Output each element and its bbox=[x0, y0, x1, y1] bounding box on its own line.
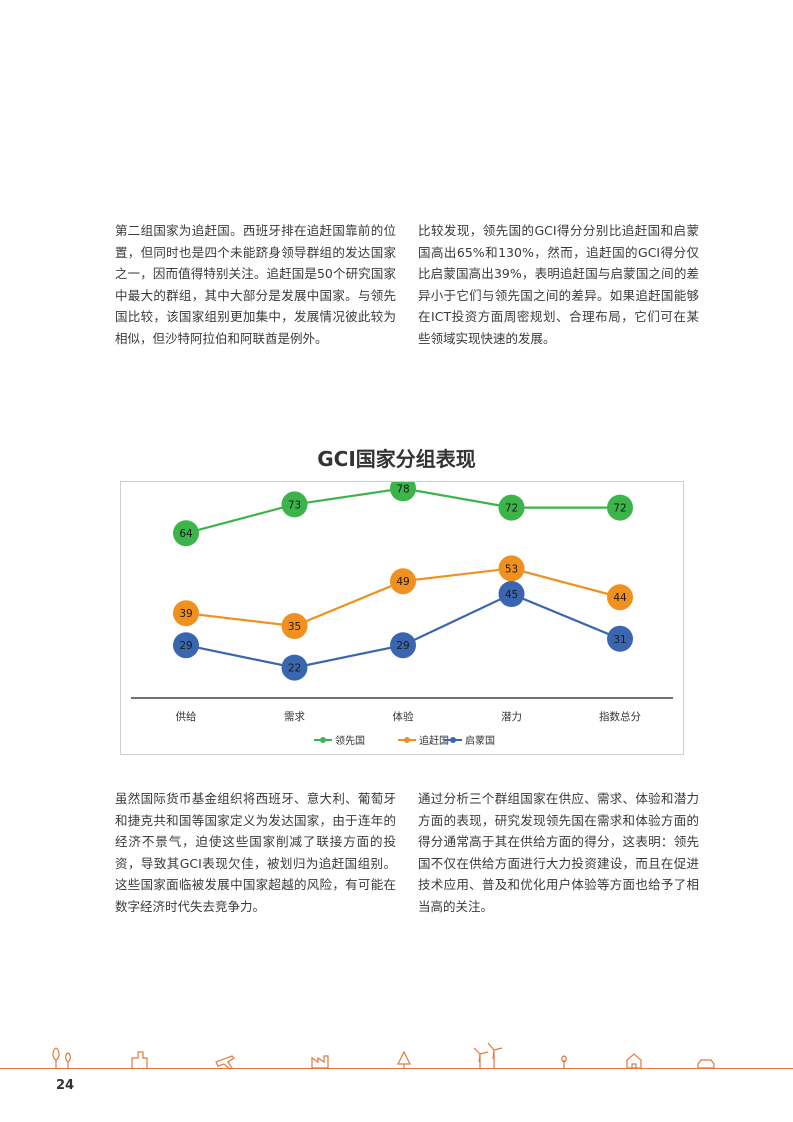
chart-title: GCI国家分组表现 bbox=[317, 447, 476, 471]
legend-marker bbox=[450, 737, 456, 743]
car-icon bbox=[697, 1059, 715, 1069]
data-label: 53 bbox=[505, 563, 518, 575]
data-point bbox=[607, 494, 633, 521]
data-label: 78 bbox=[396, 483, 409, 495]
data-label: 29 bbox=[179, 640, 192, 652]
data-point bbox=[173, 600, 199, 627]
legend-marker bbox=[404, 737, 410, 743]
data-point bbox=[281, 491, 308, 518]
legend-marker bbox=[320, 737, 326, 743]
legend-label: 领先国 bbox=[335, 734, 365, 747]
paragraph-left-bottom: 虽然国际货币基金组织将西班牙、意大利、葡萄牙和捷克共和国等国家定义为发达国家，由… bbox=[115, 791, 396, 914]
line-chart: 供给 需求 体验 潜力 指数总分 64 73 78 72 72 39 35 49 53 44 29 22 29 45… bbox=[131, 482, 673, 747]
data-point bbox=[498, 555, 525, 582]
data-point bbox=[498, 581, 525, 607]
data-point bbox=[390, 632, 416, 659]
footer-divider bbox=[0, 1068, 793, 1069]
x-tick-label: 体验 bbox=[393, 710, 414, 723]
data-point bbox=[173, 632, 199, 659]
legend-label: 启蒙国 bbox=[465, 734, 495, 747]
paragraph-right-top: 比较发现，领先国的GCI得分分别比追赶国和启蒙国高出65%和130%，然而，追赶… bbox=[418, 223, 699, 346]
x-tick-label: 需求 bbox=[284, 711, 305, 723]
x-tick-label: 指数总分 bbox=[599, 710, 641, 723]
page-number: 24 bbox=[56, 1078, 75, 1093]
data-label: 39 bbox=[179, 608, 192, 620]
factory-icon bbox=[311, 1055, 329, 1069]
sprout-icon bbox=[561, 1055, 567, 1068]
data-point bbox=[390, 568, 416, 595]
data-point bbox=[281, 613, 308, 639]
data-point bbox=[607, 625, 633, 652]
data-label: 31 bbox=[613, 634, 626, 646]
paragraph-right-bottom: 通过分析三个群组国家在供应、需求、体验和潜力方面的表现，研究发现领先国在需求和体… bbox=[418, 791, 699, 914]
wind-turbine-icon bbox=[473, 1042, 503, 1068]
data-label: 49 bbox=[396, 576, 409, 588]
data-label: 45 bbox=[505, 589, 518, 601]
data-label: 73 bbox=[288, 499, 301, 511]
building-icon bbox=[131, 1051, 148, 1068]
paragraph-left-top: 第二组国家为追赶国。西班牙排在追赶国靠前的位置，但同时也是四个未能跻身领导群组的… bbox=[115, 223, 396, 346]
footer-decoration bbox=[52, 1042, 715, 1070]
data-label: 22 bbox=[288, 663, 301, 675]
data-point bbox=[607, 584, 633, 611]
pine-tree-icon bbox=[397, 1050, 411, 1068]
data-point bbox=[281, 654, 308, 681]
x-tick-label: 潜力 bbox=[501, 710, 522, 723]
data-label: 35 bbox=[288, 621, 301, 633]
x-tick-label: 供给 bbox=[176, 710, 197, 723]
data-point bbox=[173, 520, 199, 547]
data-point bbox=[390, 482, 416, 502]
data-label: 29 bbox=[396, 640, 409, 652]
chart-frame: 供给 需求 体验 潜力 指数总分 64 73 78 72 72 39 35 49 53 44 29 22 29 45… bbox=[120, 481, 684, 755]
legend-label: 追赶国 bbox=[419, 734, 449, 747]
data-label: 72 bbox=[505, 503, 518, 515]
tree-icon bbox=[52, 1047, 71, 1068]
data-point bbox=[498, 494, 525, 521]
house-icon bbox=[626, 1053, 642, 1069]
airplane-icon bbox=[215, 1055, 235, 1070]
data-label: 64 bbox=[179, 528, 193, 540]
data-label: 72 bbox=[613, 503, 626, 515]
data-label: 44 bbox=[613, 592, 627, 604]
